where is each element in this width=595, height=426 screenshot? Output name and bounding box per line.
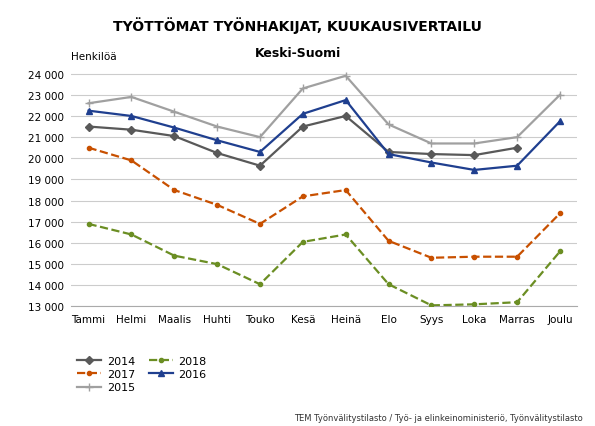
2015 — [342, 74, 349, 79]
2015 — [299, 86, 306, 92]
2014 — [471, 153, 478, 158]
2016 — [556, 119, 563, 124]
2017 — [556, 211, 563, 216]
2016 — [171, 126, 178, 131]
2015 — [471, 141, 478, 147]
2015 — [171, 110, 178, 115]
2017 — [256, 222, 264, 227]
2015 — [385, 123, 392, 128]
2016 — [128, 114, 135, 119]
2018 — [556, 249, 563, 254]
2018 — [299, 240, 306, 245]
2017 — [171, 188, 178, 193]
2017 — [428, 256, 435, 261]
Legend: 2014, 2017, 2015, 2018, 2016: 2014, 2017, 2015, 2018, 2016 — [77, 356, 207, 392]
2018 — [256, 282, 264, 287]
2017 — [85, 146, 92, 151]
2014 — [171, 134, 178, 139]
2014 — [299, 125, 306, 130]
2016 — [342, 98, 349, 104]
2015 — [214, 125, 221, 130]
2018 — [214, 262, 221, 267]
2018 — [85, 222, 92, 227]
2017 — [299, 194, 306, 199]
2018 — [342, 232, 349, 237]
2016 — [513, 164, 521, 169]
Line: 2016: 2016 — [86, 98, 563, 173]
2018 — [171, 253, 178, 259]
2018 — [428, 303, 435, 308]
2017 — [342, 188, 349, 193]
Text: TYÖTTÖMAT TYÖNHAKIJAT, KUUKAUSIVERTAILU: TYÖTTÖMAT TYÖNHAKIJAT, KUUKAUSIVERTAILU — [113, 17, 482, 34]
2015 — [128, 95, 135, 100]
Line: 2017: 2017 — [86, 146, 562, 260]
Line: 2015: 2015 — [84, 72, 564, 148]
2014 — [428, 152, 435, 157]
2014 — [85, 125, 92, 130]
Line: 2018: 2018 — [86, 222, 562, 308]
2015 — [256, 135, 264, 140]
2014 — [385, 150, 392, 155]
2018 — [385, 282, 392, 287]
Text: Henkilöä: Henkilöä — [71, 52, 117, 61]
2015 — [85, 101, 92, 106]
2014 — [342, 114, 349, 119]
2017 — [128, 158, 135, 164]
2017 — [471, 255, 478, 260]
2018 — [471, 302, 478, 307]
2017 — [385, 239, 392, 244]
2014 — [128, 128, 135, 133]
2015 — [556, 93, 563, 98]
Line: 2014: 2014 — [86, 114, 520, 169]
Text: TEM Työnvälitystilasto / Työ- ja elinkeinoministeriö, Työnvälitystilasto: TEM Työnvälitystilasto / Työ- ja elinkei… — [295, 413, 583, 422]
2014 — [214, 151, 221, 156]
2016 — [385, 152, 392, 157]
2018 — [513, 300, 521, 305]
2016 — [299, 112, 306, 117]
2015 — [513, 135, 521, 140]
2014 — [256, 164, 264, 169]
2016 — [85, 109, 92, 114]
2018 — [128, 232, 135, 237]
2016 — [428, 161, 435, 166]
2014 — [513, 146, 521, 151]
2016 — [471, 168, 478, 173]
2017 — [214, 203, 221, 208]
2016 — [256, 150, 264, 155]
2017 — [513, 255, 521, 260]
Text: Keski-Suomi: Keski-Suomi — [255, 47, 340, 60]
2015 — [428, 141, 435, 147]
2016 — [214, 138, 221, 144]
